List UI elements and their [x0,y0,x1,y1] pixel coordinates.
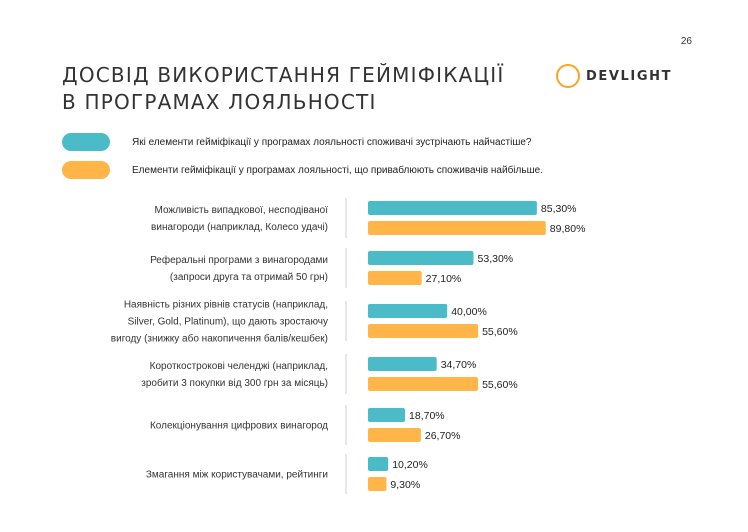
category-label: Колекціонування цифрових винагород [150,420,328,432]
legend-swatch-teal [62,133,110,151]
page-title-line-1: ДОСВІД ВИКОРИСТАННЯ ГЕЙМІФІКАЦІЇ [62,63,505,87]
category-label: Можливість випадкової, несподіваної [155,205,329,216]
category-label: (запроси друга та отримай 50 грн) [170,272,328,283]
bar-orange [368,377,479,391]
page-number: 26 [680,36,692,47]
logo-wordmark: DEVLIGHT [586,68,673,84]
bar-teal [368,357,437,371]
bar-teal [368,304,448,318]
category-label: винагороди (наприклад, Колесо удачі) [151,222,328,233]
data-label: 55,60% [482,326,518,338]
data-label: 18,70% [409,410,445,422]
category-label: Короткострокові челенджі (наприклад, [150,361,328,372]
bar-teal [368,457,389,471]
bar-orange [368,271,422,285]
data-label: 26,70% [425,430,461,442]
bar-orange [368,477,387,491]
category-label: зробити 3 покупки від 300 грн за місяць) [141,377,328,389]
devlight-logo: DEVLIGHT [556,64,672,88]
data-label: 85,30% [541,203,577,215]
logo-ring-icon [556,64,580,88]
bar-teal [368,201,537,215]
bar-orange [368,324,479,338]
data-label: 34,70% [441,359,477,371]
category-label: Наявність різних рівнів статусів (наприк… [124,300,328,311]
chart-legend: Які елементи гейміфікації у програмах ло… [62,131,543,187]
data-label: 9,30% [390,479,420,491]
bar-teal [368,408,406,422]
data-label: 40,00% [451,306,487,318]
category-label: Silver, Gold, Platinum), що дають зроста… [128,317,328,328]
legend-swatch-orange [62,161,110,179]
legend-label-series-2: Елементи гейміфікації у програмах лояльн… [132,164,543,176]
bar-teal [368,251,474,265]
category-label: Змагання між користувачами, рейтинги [146,470,328,481]
bar-orange [368,428,421,442]
data-label: 89,80% [550,223,586,235]
category-label: вигоду (знижку або накопичення балів/кеш… [111,333,328,345]
bar-orange [368,221,546,235]
data-label: 55,60% [482,379,518,391]
legend-item-series-2: Елементи гейміфікації у програмах лояльн… [62,159,543,181]
category-label: Реферальні програми з винагородами [150,254,328,266]
legend-label-series-1: Які елементи гейміфікації у програмах ло… [132,136,532,148]
page-title: ДОСВІД ВИКОРИСТАННЯ ГЕЙМІФІКАЦІЇ В ПРОГР… [62,62,504,116]
data-label: 53,30% [478,253,514,265]
legend-item-series-1: Які елементи гейміфікації у програмах ло… [62,131,543,153]
page-title-line-2: В ПРОГРАМАХ ЛОЯЛЬНОСТІ [62,90,377,114]
data-label: 10,20% [392,459,428,471]
data-label: 27,10% [426,273,462,285]
